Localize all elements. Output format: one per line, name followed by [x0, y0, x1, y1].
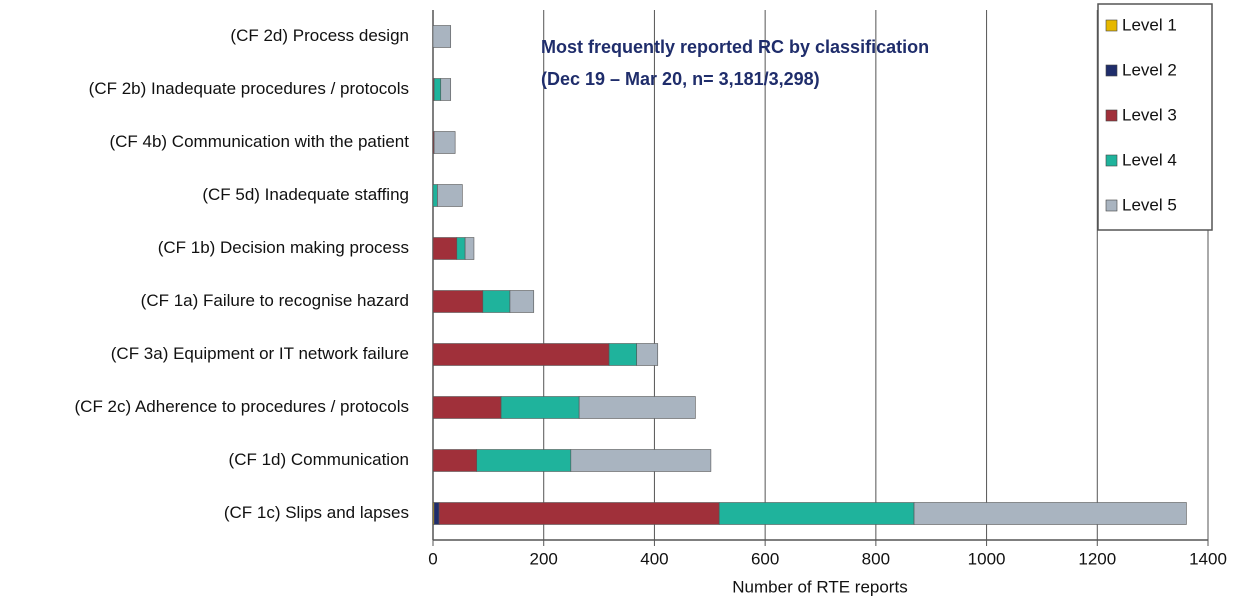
y-tick-label: (CF 1b) Decision making process [158, 238, 409, 257]
bar-segment [432, 184, 438, 207]
bar-segment [456, 237, 466, 260]
bar-segment [432, 237, 458, 260]
y-tick-label: (CF 1d) Communication [229, 450, 409, 469]
legend-swatch [1105, 64, 1118, 77]
bar-segment [432, 396, 502, 419]
legend-label: Level 5 [1122, 195, 1177, 214]
bar-segment [476, 449, 572, 472]
legend-label: Level 3 [1122, 105, 1177, 124]
bar-segment [636, 343, 659, 366]
y-tick-label: (CF 3a) Equipment or IT network failure [111, 344, 409, 363]
bar-segment [438, 502, 720, 525]
bar-segment [432, 343, 610, 366]
bar-segment [718, 502, 915, 525]
bar-segment [570, 449, 712, 472]
bar-segment [482, 290, 511, 313]
bar-segment [578, 396, 696, 419]
bar-segment [433, 78, 442, 101]
bar-segment [509, 290, 535, 313]
y-tick-label: (CF 5d) Inadequate staffing [202, 185, 409, 204]
bar-segment [608, 343, 638, 366]
x-tick-label: 400 [640, 549, 668, 568]
legend-swatch [1105, 109, 1118, 122]
y-tick-label: (CF 4b) Communication with the patient [109, 132, 409, 151]
y-tick-label: (CF 2d) Process design [230, 26, 409, 45]
x-axis-label: Number of RTE reports [732, 577, 907, 596]
bar-segment [433, 502, 440, 525]
bar-segment [464, 237, 475, 260]
x-tick-label: 1200 [1078, 549, 1116, 568]
bar-segment [432, 25, 452, 48]
chart-title: Most frequently reported RC by classific… [541, 37, 929, 57]
x-tick-label: 200 [530, 549, 558, 568]
bar-segment [432, 290, 484, 313]
y-tick-label: (CF 2c) Adherence to procedures / protoc… [75, 397, 410, 416]
bar-segment [500, 396, 580, 419]
x-tick-label: 1000 [968, 549, 1006, 568]
legend-swatch [1105, 19, 1118, 32]
chart-subtitle: (Dec 19 – Mar 20, n= 3,181/3,298) [541, 69, 820, 89]
bar-segment [433, 131, 456, 154]
bar-segment [437, 184, 463, 207]
bar-segment [440, 78, 452, 101]
legend-swatch [1105, 154, 1118, 167]
legend-label: Level 2 [1122, 60, 1177, 79]
bar-segment [432, 449, 478, 472]
x-tick-label: 0 [428, 549, 437, 568]
y-tick-label: (CF 1a) Failure to recognise hazard [141, 291, 409, 310]
legend-label: Level 1 [1122, 15, 1177, 34]
x-tick-label: 600 [751, 549, 779, 568]
legend-label: Level 4 [1122, 150, 1177, 169]
bar-segment [913, 502, 1187, 525]
x-tick-label: 800 [862, 549, 890, 568]
y-tick-label: (CF 2b) Inadequate procedures / protocol… [89, 79, 409, 98]
x-tick-label: 1400 [1189, 549, 1227, 568]
legend-swatch [1105, 199, 1118, 212]
y-tick-label: (CF 1c) Slips and lapses [224, 503, 409, 522]
